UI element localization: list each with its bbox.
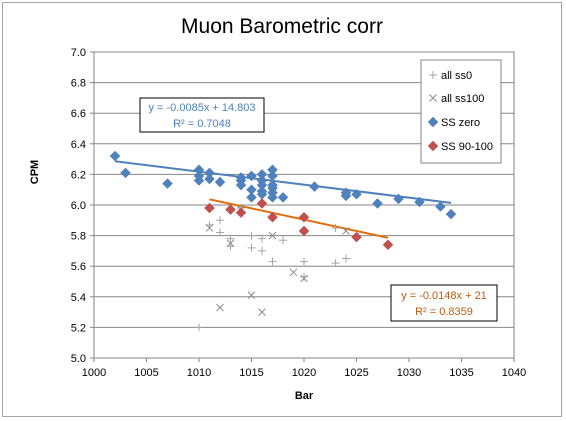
data-point-ss-zero [256, 169, 268, 180]
y-tick-label: 6.4 [71, 139, 86, 151]
data-points [109, 150, 457, 332]
data-point-all-ss0 [226, 234, 235, 243]
data-point-all-ss0 [279, 236, 287, 245]
data-point-ss-90-100 [267, 211, 278, 223]
data-point-ss-zero [235, 179, 247, 191]
legend-marker-ss-zero [427, 116, 439, 128]
data-point-ss-zero [445, 208, 457, 220]
legend-marker-ss-90-100 [427, 140, 439, 152]
data-point-ss-zero [309, 181, 320, 192]
data-point-all-ss0 [247, 243, 256, 252]
data-point-all-ss0 [216, 228, 224, 237]
legend-label-all-ss100: all ss100 [441, 93, 484, 105]
data-point-ss-zero [414, 196, 425, 208]
y-tick-label: 5.2 [71, 322, 86, 334]
data-point-ss-zero [267, 191, 278, 203]
equation-box-ss-zero: y = -0.0085x + 14.803 R² = 0.7048 [139, 97, 265, 133]
data-point-ss-zero [120, 167, 131, 179]
x-axis-ticks: 1000 1005 1010 1015 1020 1025 1030 1035 1040 [82, 358, 526, 379]
data-point-ss-zero [246, 191, 257, 203]
data-point-ss-zero [162, 178, 173, 189]
data-point-all-ss100 [226, 239, 235, 248]
data-point-all-ss100 [258, 308, 266, 316]
r2-ss-zero: R² = 0.7048 [173, 118, 231, 130]
legend-label-ss-zero: SS zero [441, 117, 480, 129]
data-point-ss-zero [193, 175, 205, 186]
data-point-all-ss100 [342, 227, 350, 235]
data-point-all-ss0 [247, 231, 256, 240]
data-point-ss-zero [277, 191, 289, 203]
x-tick-label: 1010 [187, 367, 211, 379]
y-tick-label: 7.0 [71, 47, 86, 59]
data-point-ss-zero [214, 176, 226, 188]
data-point-ss-zero [372, 198, 383, 209]
data-point-ss-zero [246, 170, 257, 182]
x-tick-label: 1040 [502, 367, 526, 379]
data-point-ss-zero [109, 150, 121, 162]
y-axis-label: CPM [29, 160, 41, 184]
data-point-ss-zero [204, 173, 215, 185]
trendlines [114, 160, 452, 239]
data-point-all-ss100 [205, 224, 214, 232]
data-point-all-ss0 [342, 254, 350, 263]
x-tick-label: 1000 [82, 367, 106, 379]
x-tick-label: 1015 [239, 367, 263, 379]
data-point-all-ss100 [300, 274, 308, 283]
data-point-ss-zero [435, 201, 446, 212]
y-tick-label: 6.8 [71, 78, 86, 90]
data-point-ss-90-100 [382, 239, 394, 251]
x-tick-label: 1035 [449, 367, 473, 379]
data-point-all-ss0 [258, 246, 266, 255]
data-point-ss-zero [393, 193, 404, 205]
equation-ss-90-100: y = -0.0148x + 21 [401, 290, 487, 302]
y-tick-label: 5.6 [71, 261, 86, 273]
chart-title: Muon Barometric corr [181, 15, 383, 38]
data-point-ss-90-100 [298, 211, 310, 223]
legend-label-all-ss0: all ss0 [441, 70, 472, 82]
data-point-ss-90-100 [256, 198, 268, 209]
r2-ss-90-100: R² = 0.8359 [415, 306, 473, 318]
y-tick-label: 6.6 [71, 108, 86, 120]
y-tick-label: 5.8 [71, 231, 86, 243]
legend-marker-all-ss0 [429, 71, 437, 79]
x-axis-label: Bar [295, 390, 314, 402]
data-point-ss-90-100 [204, 202, 215, 214]
data-point-all-ss100 [268, 231, 277, 240]
y-tick-label: 5.4 [71, 292, 86, 304]
x-tick-label: 1005 [134, 367, 158, 379]
data-point-ss-90-100 [235, 207, 247, 219]
data-point-all-ss100 [216, 303, 224, 312]
x-tick-label: 1020 [292, 367, 316, 379]
data-point-ss-90-100 [225, 204, 236, 215]
x-tick-label: 1025 [344, 367, 368, 379]
trendline [209, 198, 389, 239]
data-point-ss-90-100 [351, 231, 362, 243]
data-point-all-ss0 [300, 257, 308, 266]
x-tick-label: 1030 [397, 367, 421, 379]
data-point-all-ss0 [300, 272, 308, 281]
data-point-all-ss0 [331, 223, 340, 232]
legend-label-ss-90-100: SS 90-100 [441, 141, 493, 153]
data-point-all-ss0 [331, 259, 340, 268]
data-point-all-ss0 [195, 323, 203, 332]
data-point-all-ss100 [247, 291, 256, 300]
data-point-all-ss0 [258, 234, 266, 243]
legend: all ss0 all ss100 SS zero SS 90-100 [420, 59, 502, 164]
y-tick-label: 6.2 [71, 169, 86, 181]
trendline [114, 160, 452, 204]
data-point-ss-zero [351, 188, 362, 200]
data-point-ss-90-100 [298, 225, 310, 237]
data-point-ss-zero [340, 190, 352, 202]
data-point-all-ss0 [216, 216, 224, 225]
equation-ss-zero: y = -0.0085x + 14.803 [148, 102, 255, 114]
legend-marker-all-ss100 [429, 94, 437, 102]
y-tick-label: 5.0 [71, 353, 86, 365]
equation-box-ss-90-100: y = -0.0148x + 21 R² = 0.8359 [390, 284, 498, 322]
data-point-all-ss0 [268, 257, 277, 266]
data-point-all-ss100 [289, 268, 298, 277]
y-tick-label: 6.0 [71, 200, 86, 212]
y-axis-ticks: 5.0 5.2 5.4 5.6 5.8 6.0 6.2 6.4 6.6 6.8 7.0 [71, 47, 94, 365]
